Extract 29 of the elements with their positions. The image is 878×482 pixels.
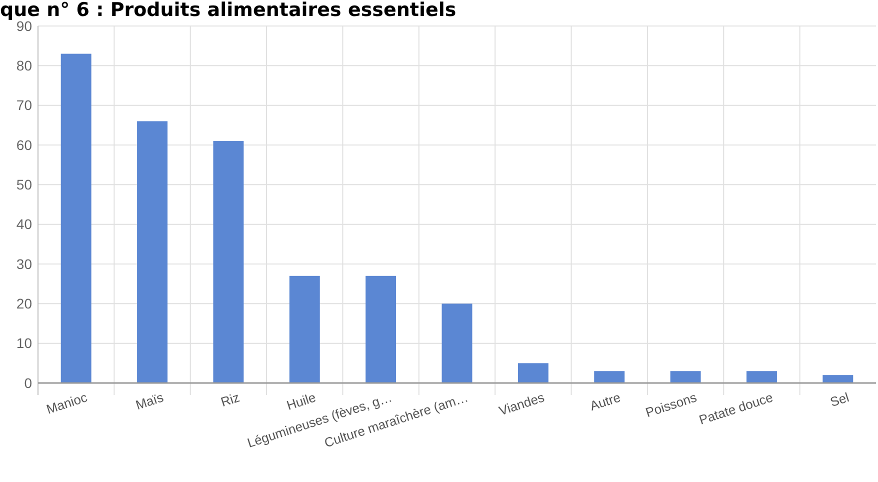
x-tick-label: Riz — [218, 390, 242, 410]
x-tick-label: Huile — [284, 390, 318, 414]
bar — [137, 121, 168, 383]
y-tick-label: 10 — [16, 335, 32, 352]
x-tick-label: Autre — [588, 390, 622, 414]
bar — [289, 276, 320, 383]
y-tick-label: 70 — [16, 97, 32, 114]
x-tick-label: Maïs — [134, 389, 166, 413]
y-tick-label: 80 — [16, 58, 32, 74]
x-tick-label: Sel — [828, 390, 851, 410]
y-tick-label: 50 — [16, 176, 32, 193]
bar — [366, 276, 396, 383]
bar — [594, 371, 625, 383]
y-tick-label: 30 — [16, 256, 32, 272]
y-tick-label: 20 — [16, 296, 32, 312]
x-tick-label: Viandes — [497, 389, 547, 418]
y-tick-label: 60 — [16, 136, 32, 153]
bar — [822, 375, 854, 383]
bar — [518, 363, 548, 383]
bar — [60, 54, 92, 383]
x-tick-label: Patate douce — [697, 390, 775, 428]
y-tick-label: 40 — [16, 216, 32, 232]
x-tick-label: Manioc — [44, 389, 90, 417]
bar — [746, 371, 777, 383]
bar — [213, 141, 244, 383]
x-tick-label: Poissons — [644, 389, 699, 420]
bar — [670, 371, 701, 383]
y-tick-label: 0 — [24, 374, 32, 391]
bar — [442, 304, 472, 383]
